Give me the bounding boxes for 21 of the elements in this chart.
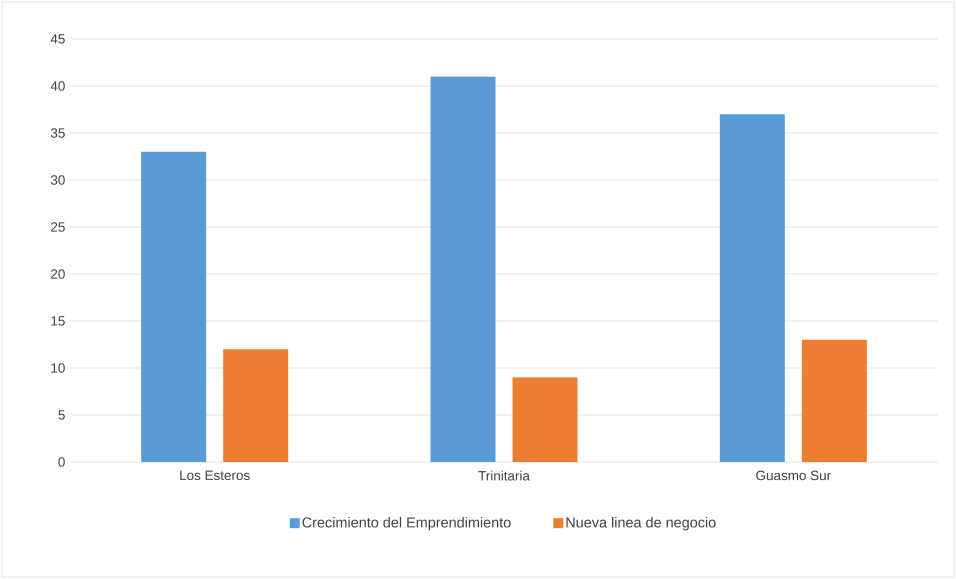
y-tick-label: 5 — [58, 410, 65, 420]
bar — [430, 76, 496, 462]
y-tick-label: 30 — [50, 175, 65, 185]
y-tick-label: 20 — [51, 269, 65, 279]
y-tick-label: 35 — [50, 128, 65, 138]
bar — [802, 340, 867, 462]
legend-label: Crecimiento del Emprendimiento — [302, 516, 511, 530]
bar — [512, 377, 578, 462]
x-tick-label: Los Esteros — [180, 470, 250, 480]
y-tick-label: 25 — [51, 222, 65, 232]
bar — [223, 349, 288, 462]
y-tick-label: 45 — [50, 34, 65, 44]
y-tick-label: 10 — [51, 363, 65, 373]
bar — [141, 152, 206, 462]
legend-label: Nueva linea de negocio — [566, 516, 716, 530]
y-tick-label: 0 — [58, 457, 65, 467]
x-tick-label: Trinitaria — [478, 470, 530, 481]
x-tick-label: Guasmo Sur — [756, 470, 831, 480]
y-tick-label: 15 — [51, 316, 65, 326]
y-tick-label: 40 — [50, 81, 65, 91]
bar — [720, 114, 785, 462]
